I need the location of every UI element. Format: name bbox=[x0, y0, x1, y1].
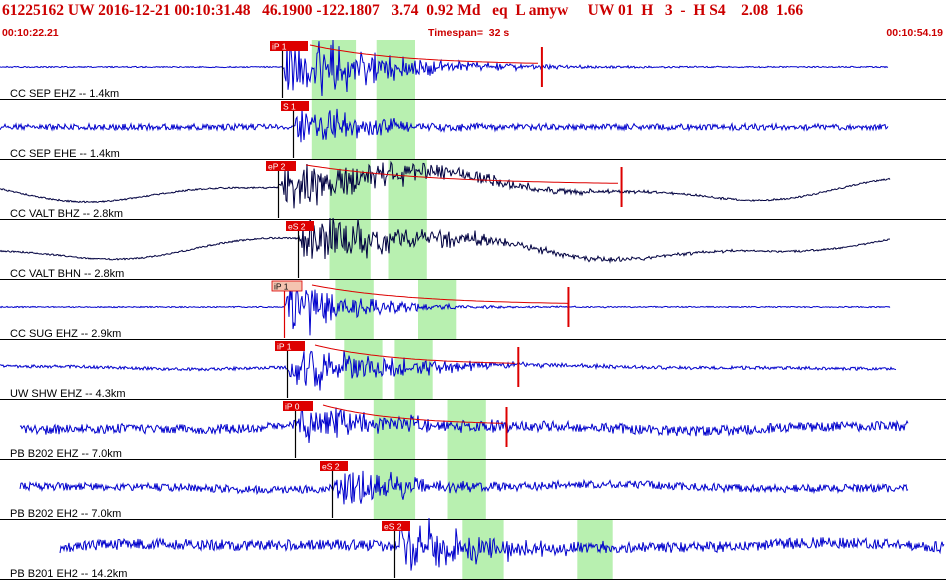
phase-windows bbox=[344, 340, 433, 400]
pick-tag[interactable] bbox=[283, 401, 313, 411]
pick-label: iP 1 bbox=[272, 42, 287, 52]
channel-row[interactable]: iP 1 CC SUG EHZ -- 2.9km bbox=[0, 280, 946, 340]
coda-decay-curve bbox=[311, 284, 569, 304]
waveform-trace bbox=[0, 40, 889, 97]
phase-window bbox=[418, 280, 457, 340]
channel-row[interactable]: iP 1 CC SEP EHZ -- 1.4km bbox=[0, 40, 946, 100]
channel-label: CC SUG EHZ -- 2.9km bbox=[10, 328, 121, 340]
waveform-trace bbox=[0, 350, 897, 391]
waveform-trace bbox=[59, 517, 945, 571]
coda-decay-curve bbox=[322, 404, 504, 424]
coda-decay-curve bbox=[314, 344, 516, 364]
coda-decay-curve bbox=[309, 44, 539, 64]
waveform-trace bbox=[19, 470, 909, 505]
pick-label: eS 2 bbox=[384, 522, 402, 532]
coda-decay-curve bbox=[305, 164, 618, 184]
phase-window bbox=[376, 100, 415, 160]
channel-label: PB B202 EH2 -- 7.0km bbox=[10, 508, 121, 520]
channel-label: CC VALT BHZ -- 2.8km bbox=[10, 208, 123, 220]
pick-label: iP 1 bbox=[277, 342, 292, 352]
pick-tag[interactable] bbox=[266, 161, 296, 171]
channel-row[interactable]: iP 0 PB B202 EHZ -- 7.0km bbox=[0, 401, 946, 460]
phase-window bbox=[329, 160, 371, 220]
pick-tag[interactable] bbox=[275, 341, 305, 351]
seismogram-panel[interactable]: iP 1 CC SEP EHZ -- 1.4km S 1 CC SEP EHE -- … bbox=[0, 40, 946, 580]
end-time-label: 00:10:54.19 bbox=[886, 27, 943, 39]
waveform-trace bbox=[0, 217, 891, 264]
waveform-trace bbox=[0, 108, 889, 143]
pick-label: iP 0 bbox=[285, 402, 300, 412]
channel-label: CC SEP EHZ -- 1.4km bbox=[10, 88, 119, 100]
pick-tag[interactable] bbox=[286, 221, 314, 231]
phase-windows bbox=[373, 400, 486, 460]
timespan-label: Timespan= 32 s bbox=[428, 27, 510, 39]
pick-label: iP 1 bbox=[274, 282, 289, 292]
pick-tag[interactable] bbox=[271, 280, 303, 292]
waveform-trace bbox=[19, 402, 909, 444]
pick-tag[interactable] bbox=[270, 41, 308, 51]
event-summary-line: 61225162 UW 2016-12-21 00:10:31.48 46.19… bbox=[2, 2, 804, 19]
waveform-trace bbox=[0, 160, 891, 209]
channel-row[interactable]: S 1 CC SEP EHE -- 1.4km bbox=[0, 101, 946, 160]
channel-row[interactable]: iP 1 UW SHW EHZ -- 4.3km bbox=[0, 341, 946, 400]
start-time-label: 00:10:22.21 bbox=[2, 27, 59, 39]
pick-label: eS 2 bbox=[288, 222, 306, 232]
phase-window bbox=[388, 220, 427, 280]
pick-tag[interactable] bbox=[281, 101, 309, 111]
pick-tag[interactable] bbox=[382, 521, 410, 531]
phase-windows bbox=[373, 460, 486, 520]
channel-label: CC VALT BHN -- 2.8km bbox=[10, 268, 124, 280]
pick-label: eP 2 bbox=[268, 162, 286, 172]
channel-row[interactable]: eP 2 CC VALT BHZ -- 2.8km bbox=[0, 160, 946, 220]
pick-tag[interactable] bbox=[320, 461, 348, 471]
pick-label: eS 2 bbox=[322, 462, 340, 472]
event-header: 61225162 UW 2016-12-21 00:10:31.48 46.19… bbox=[0, 0, 946, 40]
channel-label: CC SEP EHE -- 1.4km bbox=[10, 148, 120, 160]
waveform-trace bbox=[0, 283, 891, 336]
channel-label: PB B202 EHZ -- 7.0km bbox=[10, 448, 122, 460]
phase-window bbox=[447, 460, 486, 520]
phase-window bbox=[376, 40, 415, 100]
pick-label: S 1 bbox=[283, 102, 296, 112]
channel-row[interactable]: eS 2 CC VALT BHN -- 2.8km bbox=[0, 217, 946, 280]
phase-window bbox=[447, 400, 486, 460]
channel-label: UW SHW EHZ -- 4.3km bbox=[10, 388, 126, 400]
channel-row[interactable]: eS 2 PB B202 EH2 -- 7.0km bbox=[0, 461, 946, 520]
channel-label: PB B201 EH2 -- 14.2km bbox=[10, 568, 127, 580]
